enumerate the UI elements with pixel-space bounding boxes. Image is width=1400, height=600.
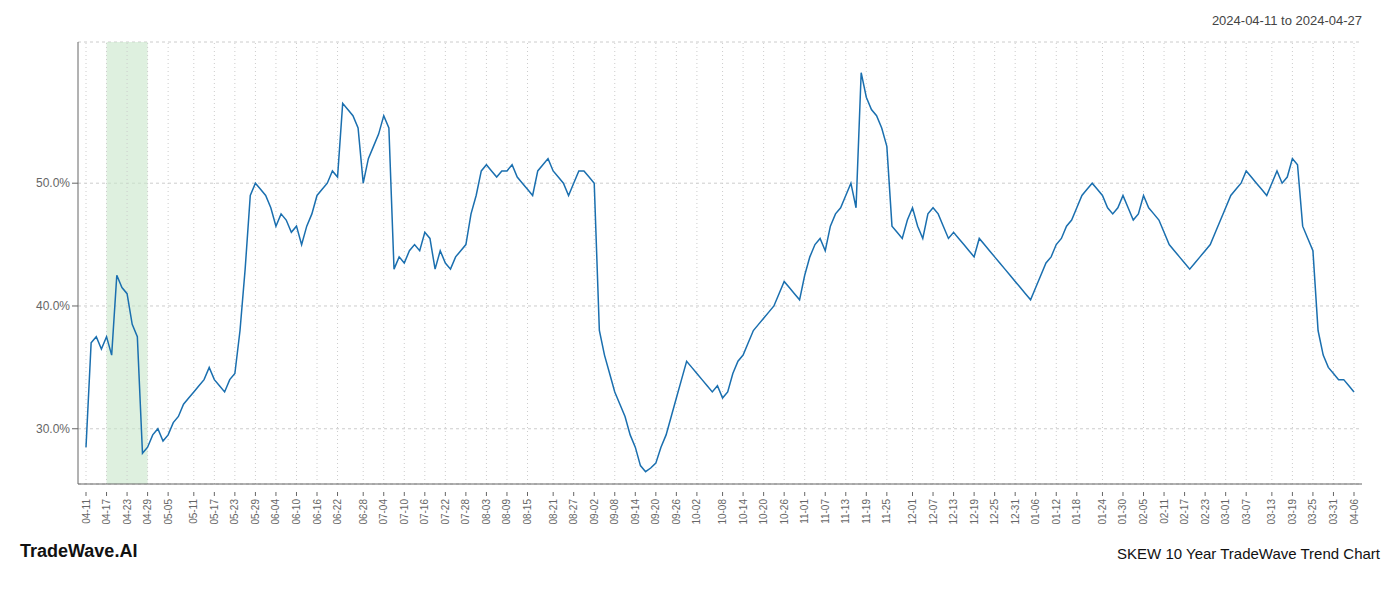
svg-text:11-19: 11-19 bbox=[861, 499, 872, 524]
svg-text:01-12: 01-12 bbox=[1051, 499, 1062, 525]
svg-text:05-11: 05-11 bbox=[188, 499, 199, 524]
svg-text:01-06: 01-06 bbox=[1030, 499, 1041, 525]
svg-text:03-31: 03-31 bbox=[1328, 499, 1339, 525]
svg-text:09-20: 09-20 bbox=[650, 499, 661, 525]
svg-text:11-07: 11-07 bbox=[820, 499, 831, 524]
svg-text:06-22: 06-22 bbox=[332, 499, 343, 525]
svg-text:10-14: 10-14 bbox=[738, 499, 749, 525]
svg-text:09-08: 09-08 bbox=[609, 499, 620, 525]
svg-text:12-31: 12-31 bbox=[1010, 499, 1021, 525]
svg-text:04-29: 04-29 bbox=[142, 499, 153, 525]
svg-text:07-28: 07-28 bbox=[460, 499, 471, 525]
svg-text:06-04: 06-04 bbox=[270, 499, 281, 525]
svg-text:02-11: 02-11 bbox=[1159, 499, 1170, 524]
svg-text:05-05: 05-05 bbox=[163, 499, 174, 525]
svg-text:05-17: 05-17 bbox=[209, 499, 220, 525]
svg-text:06-16: 06-16 bbox=[312, 499, 323, 525]
svg-text:04-06: 04-06 bbox=[1349, 499, 1360, 525]
svg-text:11-25: 11-25 bbox=[881, 499, 892, 524]
svg-text:12-13: 12-13 bbox=[948, 499, 959, 525]
svg-text:08-21: 08-21 bbox=[548, 499, 559, 525]
svg-text:40.0%: 40.0% bbox=[36, 299, 70, 313]
svg-text:01-30: 01-30 bbox=[1117, 499, 1128, 525]
svg-text:09-14: 09-14 bbox=[630, 499, 641, 525]
svg-text:07-04: 07-04 bbox=[378, 499, 389, 525]
html-text:SKEW 10 Year TradeWave Trend C: SKEW 10 Year TradeWave Trend Chart bbox=[1117, 545, 1380, 562]
svg-text:04-11: 04-11 bbox=[81, 499, 92, 524]
svg-text:12-19: 12-19 bbox=[969, 499, 980, 525]
svg-text:04-23: 04-23 bbox=[122, 499, 133, 525]
svg-text:09-26: 09-26 bbox=[671, 499, 682, 525]
svg-text:10-20: 10-20 bbox=[758, 499, 769, 525]
svg-text:01-18: 01-18 bbox=[1071, 499, 1082, 525]
svg-text:05-29: 05-29 bbox=[250, 499, 261, 525]
svg-text:08-15: 08-15 bbox=[522, 499, 533, 525]
svg-text:04-17: 04-17 bbox=[101, 499, 112, 525]
svg-text:12-07: 12-07 bbox=[928, 499, 939, 525]
svg-text:06-10: 06-10 bbox=[291, 499, 302, 525]
svg-text:08-27: 08-27 bbox=[568, 499, 579, 525]
svg-text:08-03: 08-03 bbox=[481, 499, 492, 525]
html-text:TradeWave.AI: TradeWave.AI bbox=[20, 541, 138, 561]
svg-text:02-23: 02-23 bbox=[1200, 499, 1211, 525]
svg-text:10-08: 10-08 bbox=[717, 499, 728, 525]
svg-text:03-01: 03-01 bbox=[1220, 499, 1231, 525]
svg-text:11-01: 11-01 bbox=[799, 499, 810, 524]
svg-text:10-26: 10-26 bbox=[779, 499, 790, 525]
svg-text:01-24: 01-24 bbox=[1097, 499, 1108, 525]
svg-text:09-02: 09-02 bbox=[589, 499, 600, 525]
svg-text:03-19: 03-19 bbox=[1287, 499, 1298, 525]
svg-text:02-17: 02-17 bbox=[1179, 499, 1190, 525]
svg-text:03-13: 03-13 bbox=[1266, 499, 1277, 525]
svg-text:07-10: 07-10 bbox=[399, 499, 410, 525]
svg-text:11-13: 11-13 bbox=[840, 499, 851, 524]
svg-text:50.0%: 50.0% bbox=[36, 176, 70, 190]
svg-text:07-22: 07-22 bbox=[440, 499, 451, 525]
svg-text:03-25: 03-25 bbox=[1307, 499, 1318, 525]
svg-text:08-09: 08-09 bbox=[501, 499, 512, 525]
svg-text:03-07: 03-07 bbox=[1241, 499, 1252, 525]
svg-text:02-05: 02-05 bbox=[1138, 499, 1149, 525]
svg-text:07-16: 07-16 bbox=[419, 499, 430, 525]
svg-text:06-28: 06-28 bbox=[358, 499, 369, 525]
svg-text:10-02: 10-02 bbox=[691, 499, 702, 525]
svg-text:05-23: 05-23 bbox=[229, 499, 240, 525]
svg-text:30.0%: 30.0% bbox=[36, 422, 70, 436]
html-text:2024-04-11 to 2024-04-27: 2024-04-11 to 2024-04-27 bbox=[1211, 12, 1362, 28]
svg-text:12-01: 12-01 bbox=[907, 499, 918, 525]
svg-text:12-25: 12-25 bbox=[989, 499, 1000, 525]
